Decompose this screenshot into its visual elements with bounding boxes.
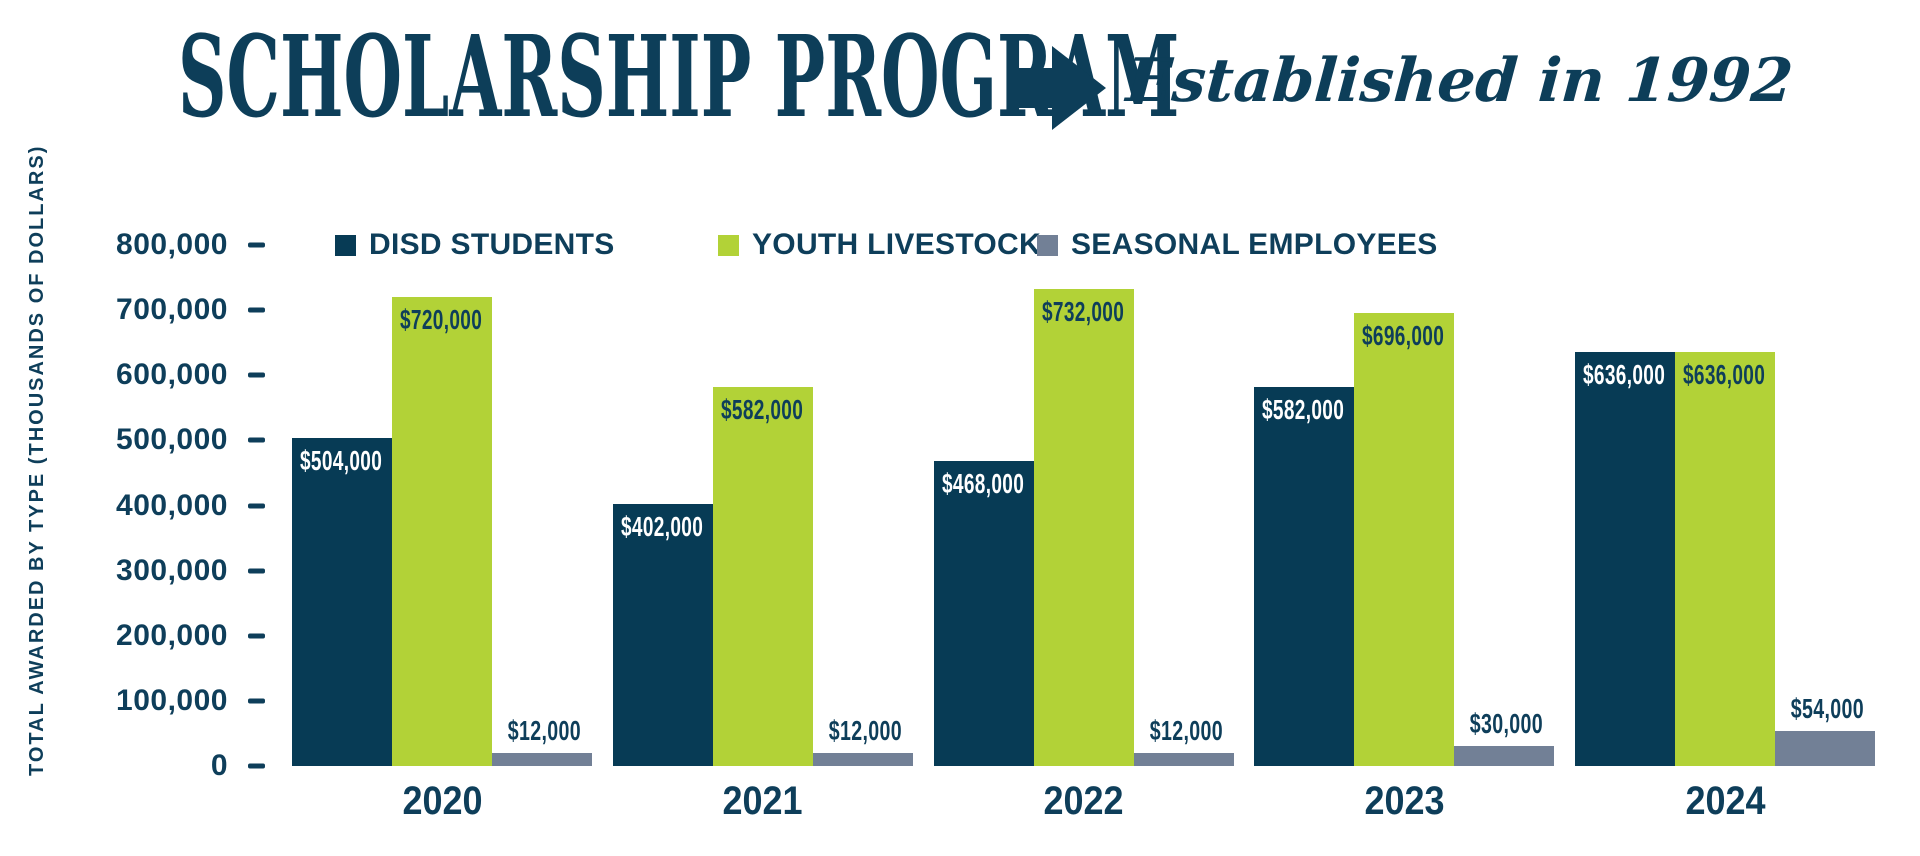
x-axis-label-2020: 2020	[401, 779, 483, 823]
bar-green-2021: $582,000	[712, 387, 813, 766]
y-tick-label: 500,000	[116, 423, 228, 457]
y-tick-mark	[248, 372, 265, 378]
legend-label: SEASONAL EMPLOYEES	[1071, 228, 1438, 261]
y-tick-mark	[248, 437, 265, 443]
y-tick-mark	[248, 307, 265, 313]
bar-value-label: $402,000	[620, 511, 703, 542]
bar-value-label: $468,000	[941, 468, 1024, 499]
bar-navy-2022: $468,000	[933, 461, 1034, 766]
bar-value-label: $504,000	[300, 445, 383, 476]
y-tick-mark	[248, 242, 265, 248]
bar-value-label: $30,000	[1469, 708, 1544, 739]
x-axis-label-2021: 2021	[722, 779, 803, 823]
y-tick-mark	[248, 698, 265, 704]
y-tick-mark	[248, 763, 265, 769]
bar-gray-2020: $12,000	[492, 715, 592, 766]
bar-group-2022: $468,000 $732,000 $12,000	[933, 289, 1234, 766]
bar-value-label: $636,000	[1683, 359, 1766, 390]
bar-group-2020: $504,000 $720,000 $12,000	[292, 297, 592, 766]
bar-green-2023: $696,000	[1354, 313, 1455, 766]
y-tick-label: 800,000	[116, 228, 228, 261]
legend-item-disd-students: DISD STUDENTS	[335, 228, 615, 262]
bar-group-2024: $636,000 $636,000 $54,000	[1575, 352, 1875, 766]
y-tick-label: 700,000	[116, 293, 228, 327]
bar-value-label: $696,000	[1362, 320, 1445, 351]
bar-value-label: $582,000	[720, 394, 803, 425]
y-tick-label: 200,000	[116, 618, 228, 652]
y-tick-label: 400,000	[116, 488, 228, 522]
bar-navy-2021: $402,000	[612, 504, 713, 766]
bar-navy-2024: $636,000	[1575, 352, 1675, 766]
y-tick-label: 100,000	[116, 683, 228, 717]
legend-label: DISD STUDENTS	[369, 228, 615, 261]
bar-value-label: $12,000	[1149, 715, 1223, 746]
y-tick-mark	[248, 503, 265, 508]
y-tick-label: 600,000	[116, 358, 228, 392]
legend-item-youth-livestock: YOUTH LIVESTOCK	[718, 228, 1041, 262]
legend-item-seasonal-employees: SEASONAL EMPLOYEES	[1037, 228, 1438, 262]
y-tick-mark	[248, 568, 265, 574]
bar-green-2020: $720,000	[392, 297, 492, 766]
y-tick-label: 0	[210, 749, 228, 782]
legend-swatch-gray	[1037, 234, 1058, 256]
bar-value-label: $720,000	[400, 304, 483, 335]
legend-label: YOUTH LIVESTOCK	[752, 228, 1041, 261]
bar-gray-2024: $54,000	[1775, 693, 1875, 766]
bar-value-label: $732,000	[1041, 296, 1124, 327]
right-arrow-icon	[1012, 46, 1106, 130]
x-axis-label-2023: 2023	[1364, 779, 1445, 823]
x-axis-label-2022: 2022	[1043, 779, 1124, 823]
bar-value-label: $582,000	[1262, 394, 1345, 425]
bar-green-2024: $636,000	[1675, 352, 1775, 766]
bar-value-label: $54,000	[1790, 693, 1865, 724]
bar-navy-2023: $582,000	[1254, 387, 1355, 766]
bar-navy-2020: $504,000	[292, 438, 392, 766]
legend-swatch-navy	[335, 234, 356, 256]
bar-value-label: $636,000	[1583, 359, 1666, 390]
established-subtitle: Established in 1992	[1124, 46, 1796, 116]
bar-gray-2023: $30,000	[1454, 708, 1555, 766]
legend-swatch-green	[718, 234, 739, 256]
x-axis-label-2024: 2024	[1684, 779, 1766, 823]
bar-group-2021: $402,000 $582,000 $12,000	[612, 387, 913, 766]
bar-group-2023: $582,000 $696,000 $30,000	[1254, 313, 1555, 766]
bar-green-2022: $732,000	[1033, 289, 1134, 766]
bar-value-label: $12,000	[507, 715, 582, 746]
bar-gray-2021: $12,000	[812, 715, 913, 766]
y-tick-label: 300,000	[116, 553, 228, 587]
y-tick-mark	[248, 633, 265, 639]
bar-gray-2022: $12,000	[1133, 715, 1234, 766]
bar-value-label: $12,000	[828, 715, 902, 746]
